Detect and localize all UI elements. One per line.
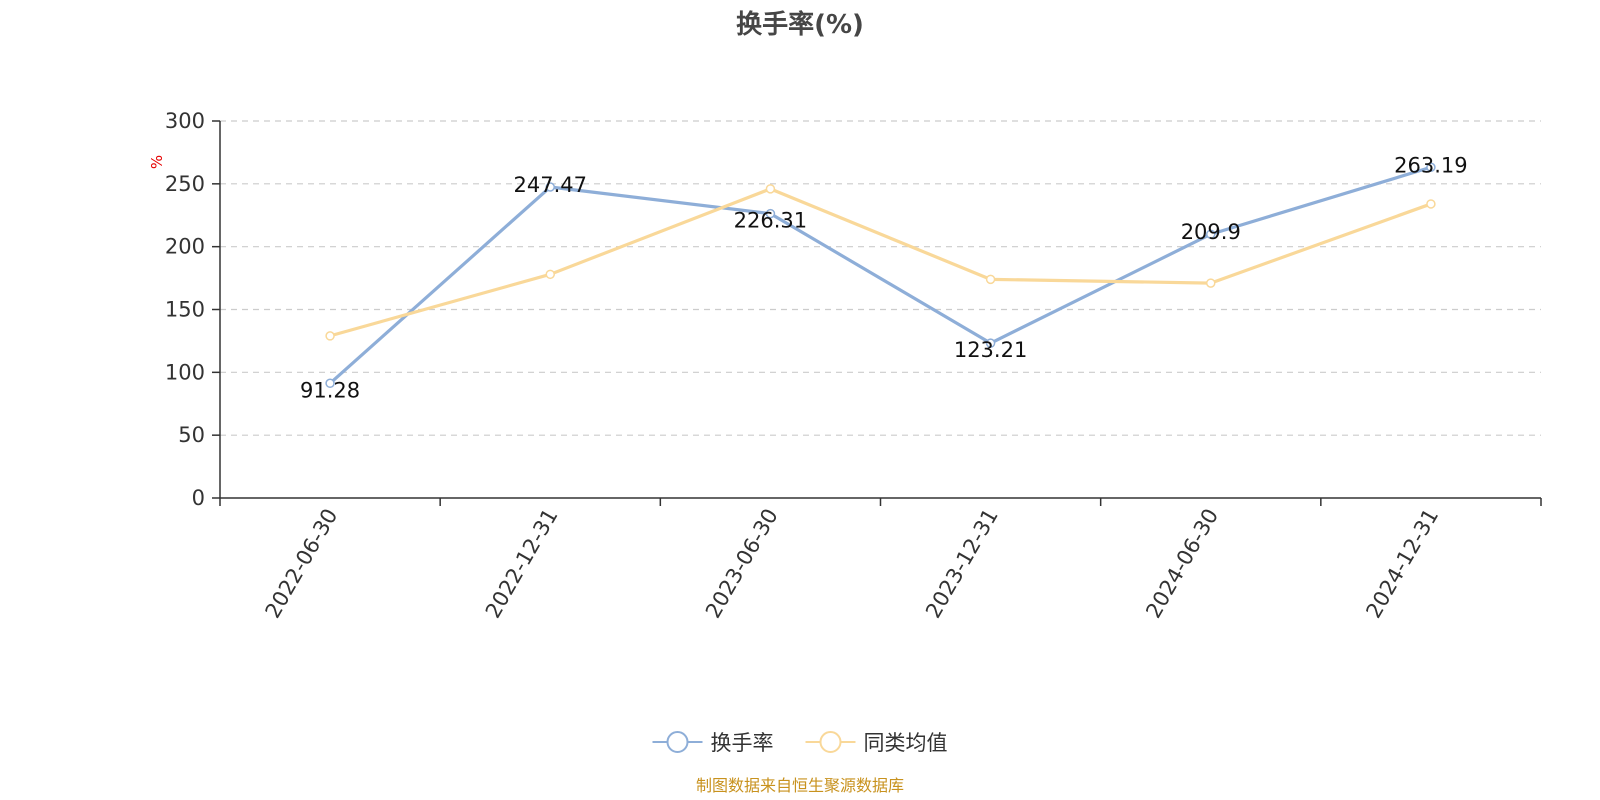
y-tick-label: 150: [165, 298, 205, 322]
data-label-layer: 91.28 247.47 226.31 123.21 209.9 263.19: [300, 153, 1468, 402]
y-tick-label: 300: [165, 109, 205, 133]
data-label: 123.21: [954, 338, 1027, 362]
source-note: 制图数据来自恒生聚源数据库: [696, 776, 904, 795]
legend-item-2[interactable]: 同类均值: [805, 731, 948, 755]
data-label: 91.28: [300, 378, 360, 402]
data-point: [545, 182, 555, 192]
x-tick-label: 2022-06-30: [261, 505, 343, 623]
axis-layer: 0 50 100 150 200 250 300 2022-06-30 2022-12-31 20…: [165, 109, 1542, 623]
data-label: 226.31: [734, 209, 807, 233]
data-point: [325, 331, 335, 341]
series-layer: [325, 162, 1436, 389]
data-point: [1206, 278, 1216, 288]
legend-label-1: 换手率: [711, 731, 774, 755]
data-point: [985, 274, 996, 285]
data-point: [765, 184, 776, 194]
data-label: 209.9: [1181, 220, 1241, 244]
data-point: [1206, 229, 1216, 239]
data-point: [325, 378, 335, 389]
y-axis-unit-label: %: [148, 155, 166, 169]
series-line-1: [329, 165, 1432, 385]
data-point: [545, 269, 555, 280]
data-point: [765, 208, 776, 219]
data-label: 247.47: [514, 173, 587, 197]
y-tick-label: 250: [165, 172, 205, 196]
y-tick-label: 100: [165, 360, 205, 384]
legend-item-1[interactable]: 换手率: [652, 731, 774, 755]
series-line-2: [329, 187, 1432, 338]
data-point: [1426, 199, 1436, 209]
data-label: 263.19: [1394, 153, 1467, 177]
y-tick-label: 50: [178, 423, 205, 447]
grid-layer: [220, 120, 1541, 436]
legend[interactable]: 换手率 同类均值: [652, 731, 948, 755]
legend-label-2: 同类均值: [864, 731, 948, 755]
data-point: [985, 338, 996, 348]
x-tick-label: 2024-12-31: [1361, 505, 1443, 623]
x-tick-label: 2023-06-30: [701, 505, 783, 623]
x-tick-label: 2022-12-31: [481, 505, 563, 623]
legend-marker-2: [819, 731, 842, 753]
x-tick-label: 2024-06-30: [1141, 505, 1223, 623]
y-tick-label: 200: [165, 235, 205, 259]
y-tick-label: 0: [192, 486, 205, 510]
data-point: [1426, 162, 1436, 173]
legend-marker-1: [666, 731, 689, 753]
chart-title: 换手率(%): [736, 9, 864, 40]
x-tick-label: 2023-12-31: [921, 505, 1003, 623]
